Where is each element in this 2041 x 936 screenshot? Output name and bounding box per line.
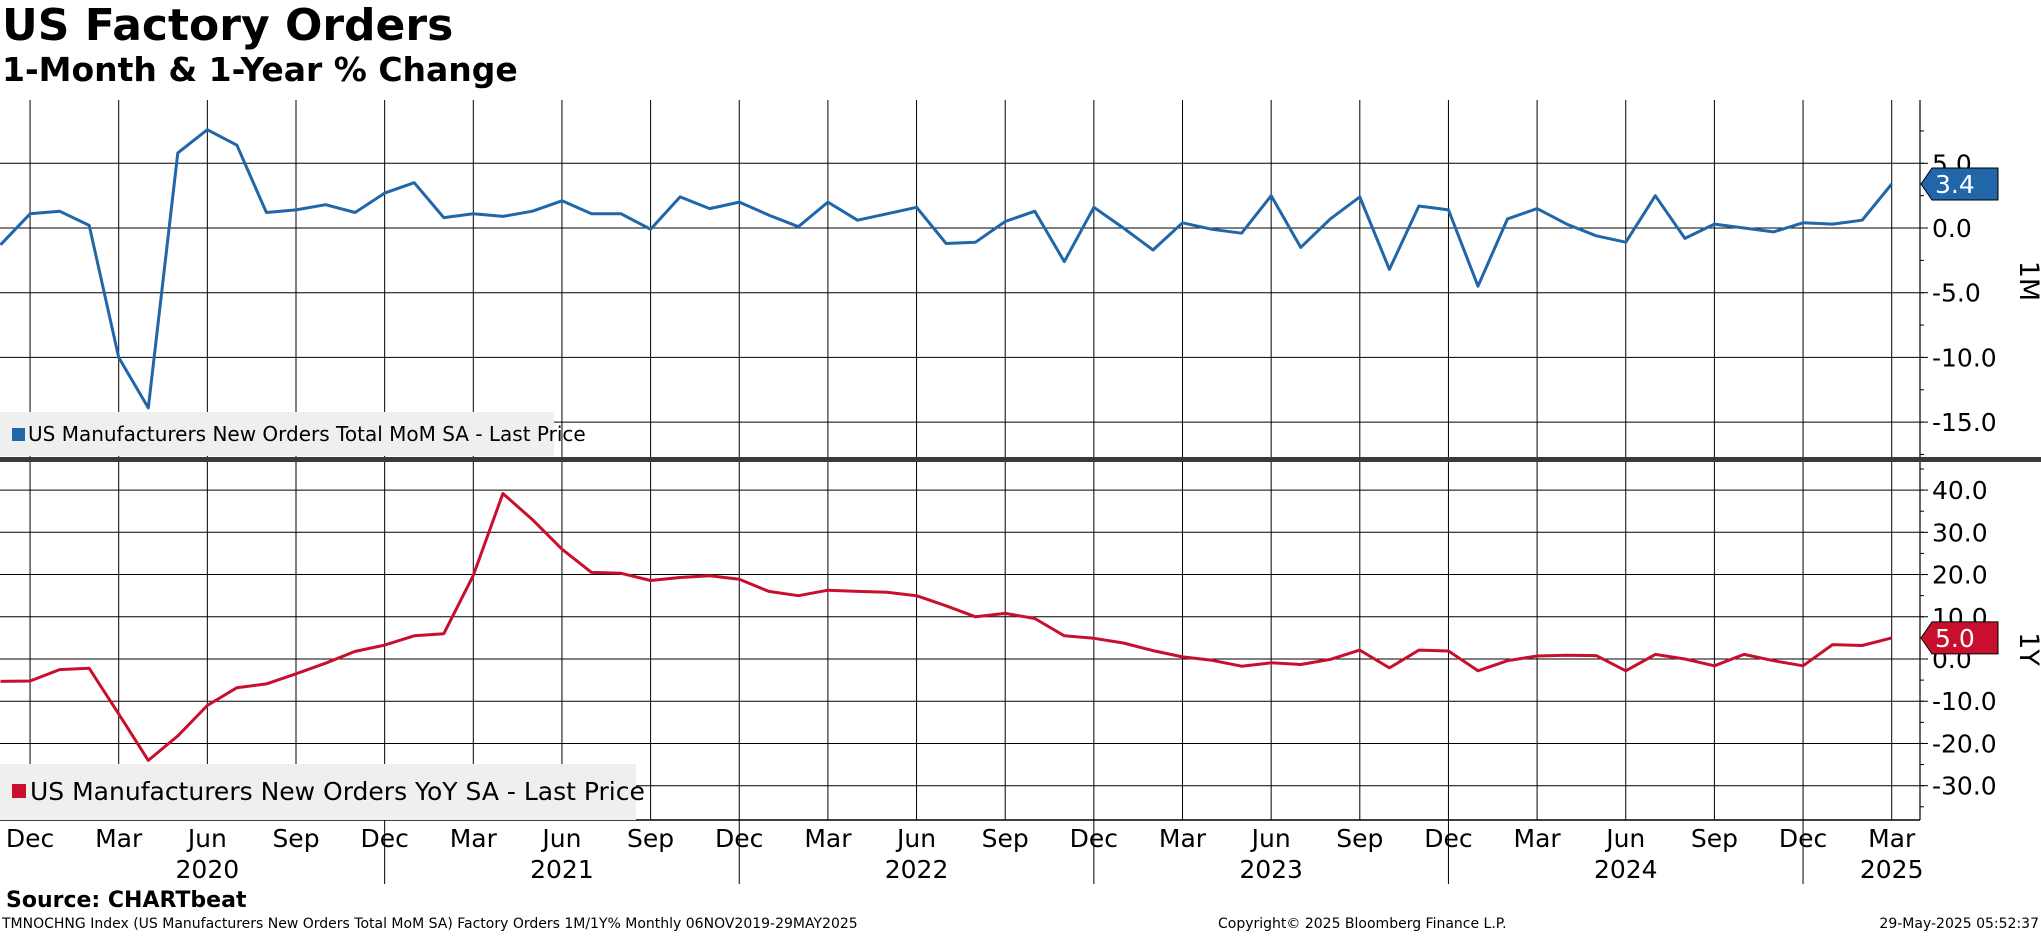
x-month-label: Sep [1336,824,1383,853]
last-value-tag [1920,167,1999,201]
x-month-label: Dec [1070,824,1118,853]
x-month-label: Mar [1868,824,1916,853]
x-month-label: Jun [186,824,227,853]
source-note: Source: CHARTbeat [6,888,247,913]
yoy-series-line [0,492,1893,762]
x-month-label: Sep [982,824,1029,853]
y-tick-label: -30.0 [1932,772,1997,801]
x-month-label: Mar [804,824,852,853]
x-year-label: 2021 [530,855,594,884]
last-value-label: 5.0 [1935,624,1975,653]
legend-mom-swatch [12,427,25,441]
mom-series-line [0,128,1893,410]
x-year-label: 2020 [176,855,240,884]
legend-mom-label: US Manufacturers New Orders Total MoM SA… [28,422,586,446]
y-tick-label: -5.0 [1932,279,1981,308]
chart-subtitle: 1-Month & 1-Year % Change [2,50,518,89]
copyright: Copyright© 2025 Bloomberg Finance L.P. [1218,916,1507,932]
last-value-label: 3.4 [1935,170,1975,199]
x-month-label: Dec [360,824,408,853]
x-month-label: Mar [1514,824,1562,853]
y-tick-label: 20.0 [1932,561,1988,590]
y-tick-label: -10.0 [1932,343,1997,372]
x-year-label: 2025 [1860,855,1924,884]
x-month-label: Jun [1604,824,1645,853]
y-axis-title-1y: 1Y [2013,632,2041,666]
x-month-label: Sep [1691,824,1738,853]
x-month-label: Mar [95,824,143,853]
timestamp: 29-May-2025 05:52:37 [1879,916,2039,932]
x-month-label: Dec [1779,824,1827,853]
x-month-label: Jun [1250,824,1291,853]
x-year-label: 2023 [1239,855,1303,884]
y-tick-label: 30.0 [1932,518,1988,547]
panel-divider [0,457,2041,462]
legend-yoy: US Manufacturers New Orders YoY SA - Las… [0,764,645,820]
chart-title: US Factory Orders [2,0,454,51]
legend-yoy-swatch [12,784,26,798]
x-month-label: Sep [627,824,674,853]
x-month-label: Dec [1424,824,1472,853]
x-month-label: Jun [540,824,581,853]
y-tick-label: 0.0 [1932,214,1972,243]
last-value-tag [1920,621,1999,655]
y-tick-label: -20.0 [1932,729,1997,758]
x-month-label: Mar [1159,824,1207,853]
legend-mom: US Manufacturers New Orders Total MoM SA… [0,412,586,456]
x-month-label: Dec [715,824,763,853]
x-month-label: Mar [450,824,498,853]
x-month-label: Jun [895,824,936,853]
y-tick-label: -15.0 [1932,408,1997,437]
x-year-label: 2022 [885,855,949,884]
x-month-label: Dec [6,824,54,853]
y-axis-title-1m: 1M [2013,261,2041,301]
y-tick-label: 40.0 [1932,476,1988,505]
x-year-label: 2024 [1594,855,1658,884]
legend-yoy-label: US Manufacturers New Orders YoY SA - Las… [30,777,645,806]
x-month-label: Sep [272,824,319,853]
ticker-line: TMNOCHNG Index (US Manufacturers New Ord… [2,916,858,932]
y-tick-label: -10.0 [1932,687,1997,716]
